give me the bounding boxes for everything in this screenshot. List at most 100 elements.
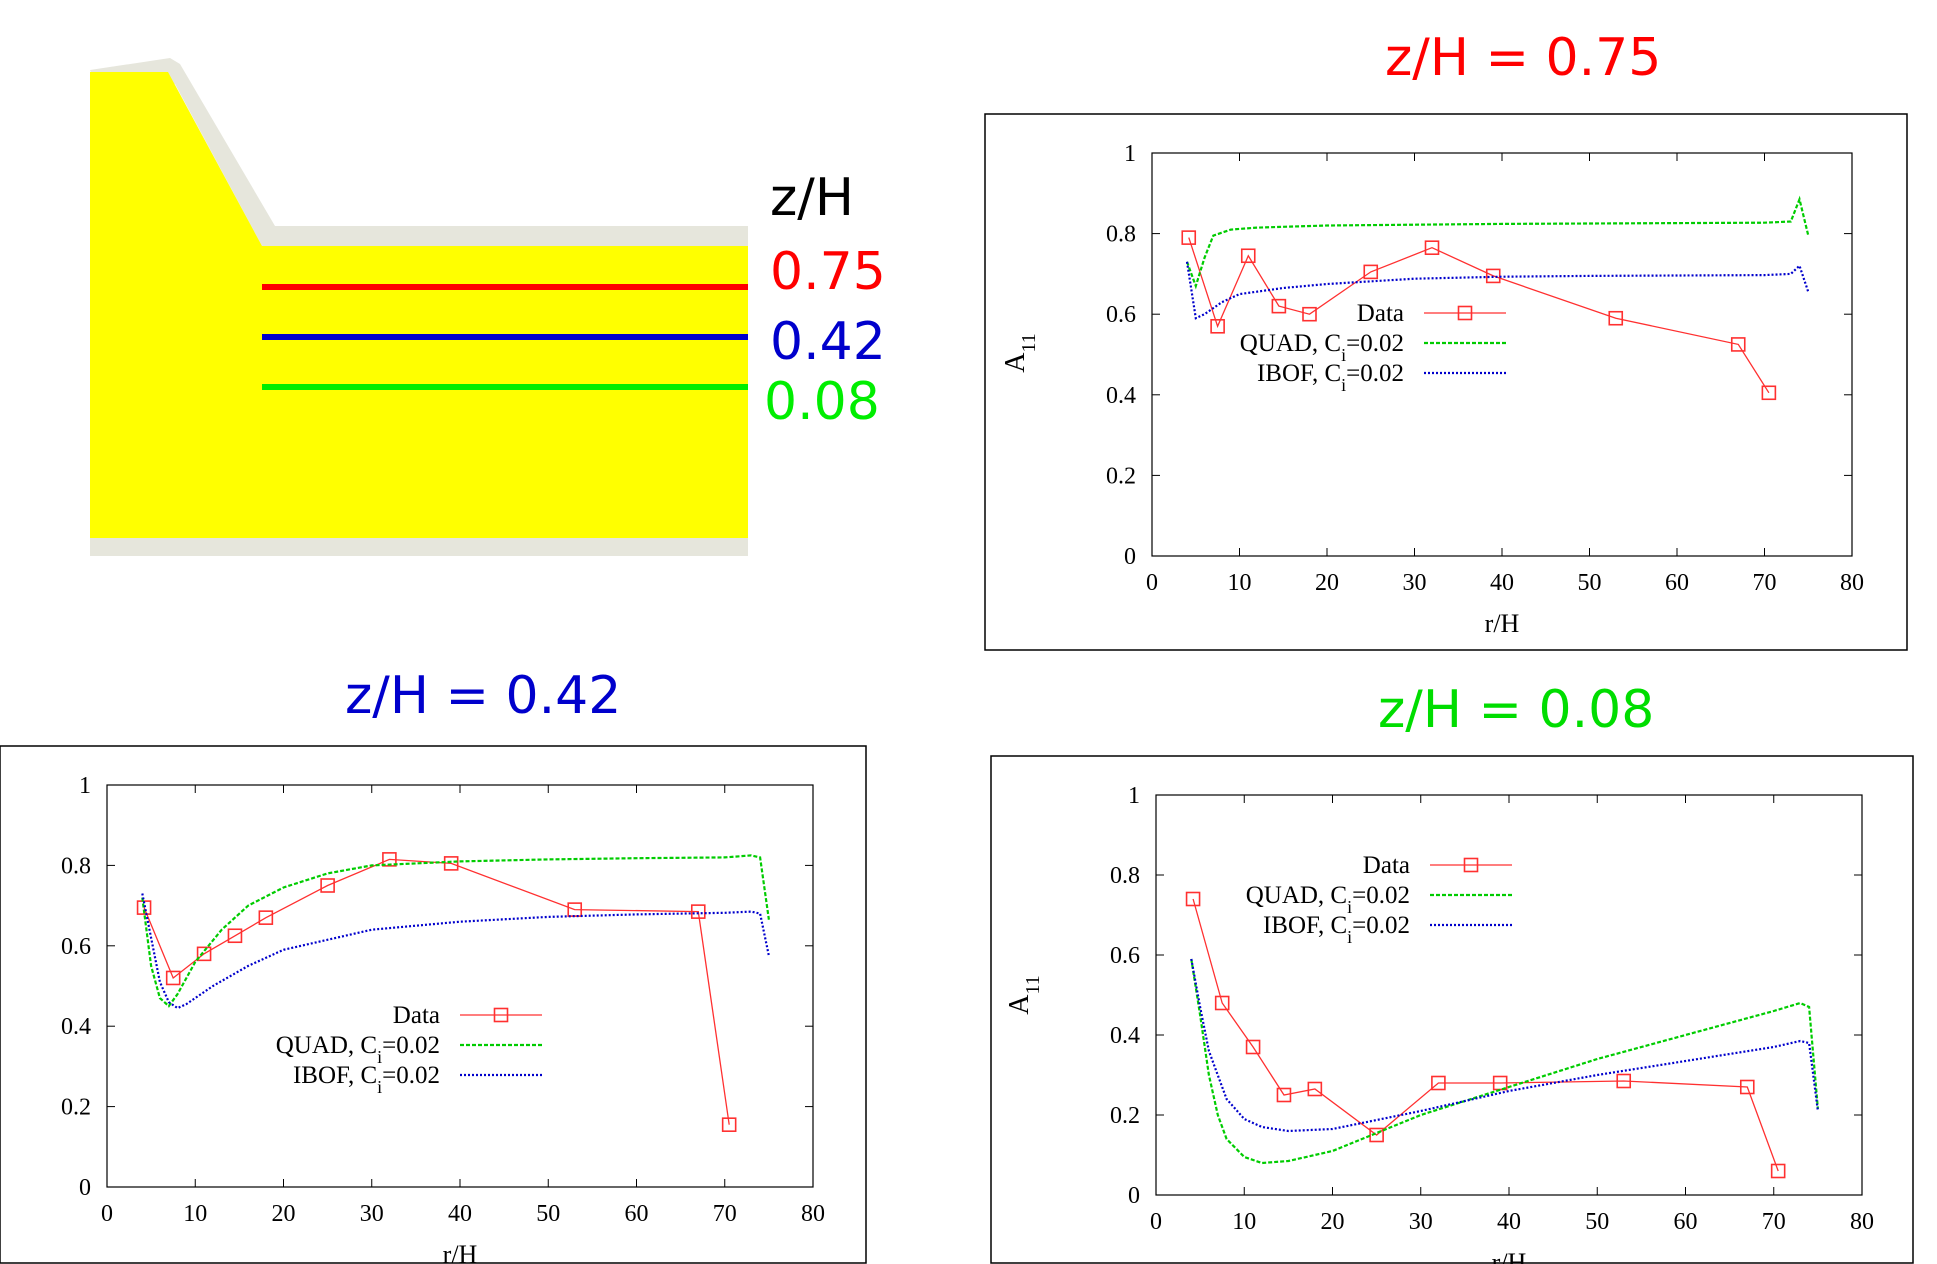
chart-frame (0, 745, 867, 1264)
y-tick-label: 0 (1128, 1183, 1140, 1209)
chart-z042: 0 10 20 30 40 50 60 70 80 0 0.2 0.4 0.6 0.8 1 r/H Data QU… (0, 745, 867, 1264)
series-line-0 (1188, 237, 1770, 394)
data-marker (1210, 318, 1225, 334)
legend-label: IBOF, Ci=0.02 (1257, 360, 1404, 395)
series-line-1 (1185, 195, 1810, 290)
y-tick-label: 0.8 (1110, 863, 1140, 889)
data-marker (1214, 995, 1230, 1011)
legend-marker (1463, 857, 1479, 873)
x-tick-label: 10 (183, 1201, 207, 1227)
legend-entry: IBOF, Ci=0.02 (1257, 360, 1506, 395)
schematic-geometry (90, 58, 748, 556)
legend-label: QUAD, Ci=0.02 (1246, 882, 1410, 917)
chart-title-042: z/H = 0.42 (345, 666, 622, 726)
schematic: z/H 0.75 0.42 0.08 (0, 0, 900, 580)
legend-label: Data (1357, 300, 1404, 327)
level-label-075: 0.75 (770, 242, 886, 302)
y-tick-label: 0 (79, 1175, 91, 1201)
plot-area (1155, 794, 1863, 1196)
data-marker (1240, 248, 1256, 264)
x-tick-label: 30 (1403, 570, 1427, 596)
x-tick-label: 0 (101, 1201, 113, 1227)
legend-label: Data (1363, 852, 1410, 879)
schematic-wall (90, 58, 748, 246)
y-tick-label: 0.6 (1106, 302, 1136, 328)
data-marker (1424, 240, 1440, 256)
legend-entry: Data (1357, 300, 1506, 327)
y-tick-label: 1 (1124, 141, 1136, 167)
data-marker (1302, 306, 1317, 322)
data-marker (382, 852, 397, 867)
x-tick-label: 70 (1762, 1209, 1786, 1235)
x-tick-label: 60 (625, 1201, 649, 1227)
series-line-0 (1192, 898, 1779, 1172)
schematic-bottom-wall (90, 538, 748, 556)
chart-z008: 0 10 20 30 40 50 60 70 80 0 0.2 0.4 0.6 0.8 1 r/H A11 Dat… (990, 755, 1914, 1264)
legend-label: QUAD, Ci=0.02 (1240, 330, 1404, 365)
x-tick-label: 80 (1840, 570, 1864, 596)
series-line-0 (143, 858, 730, 1125)
x-tick-label: 0 (1150, 1209, 1162, 1235)
y-axis-label: A11 (1000, 333, 1040, 373)
x-axis-label: r/H (443, 1240, 478, 1264)
y-tick-label: 0 (1124, 544, 1136, 570)
y-tick-label: 1 (79, 773, 91, 799)
data-marker (721, 1117, 737, 1132)
chart-frame (984, 113, 1908, 651)
y-tick-label: 0.4 (61, 1014, 91, 1040)
data-marker (1307, 1081, 1323, 1097)
data-marker (196, 946, 212, 962)
legend-entry: IBOF, Ci=0.02 (1263, 912, 1512, 947)
data-marker (227, 928, 243, 944)
series-line-2 (1185, 261, 1810, 320)
y-tick-label: 0.8 (61, 853, 91, 879)
x-tick-label: 80 (1850, 1209, 1874, 1235)
x-tick-label: 20 (272, 1201, 296, 1227)
legend-entry: Data (1363, 852, 1512, 879)
data-marker (1730, 337, 1746, 352)
x-tick-label: 50 (1578, 570, 1602, 596)
x-tick-label: 40 (448, 1201, 472, 1227)
x-tick-label: 20 (1321, 1209, 1345, 1235)
x-tick-label: 30 (360, 1201, 384, 1227)
legend-entry: QUAD, Ci=0.02 (1246, 882, 1512, 917)
legend-entry: QUAD, Ci=0.02 (1240, 330, 1506, 365)
x-axis-label: r/H (1492, 1248, 1527, 1264)
data-marker (1363, 264, 1379, 280)
data-marker (690, 904, 706, 919)
data-marker (1616, 1073, 1632, 1089)
chart-frame (990, 755, 1914, 1264)
x-tick-label: 70 (1753, 570, 1777, 596)
y-tick-label: 0.2 (1106, 463, 1136, 489)
data-marker (1492, 1075, 1508, 1091)
y-tick-label: 0.2 (61, 1095, 91, 1121)
legend-label: IBOF, Ci=0.02 (1263, 912, 1410, 947)
schematic-fill (90, 72, 748, 538)
legend-label: IBOF, Ci=0.02 (293, 1062, 440, 1097)
data-marker (1271, 298, 1287, 314)
data-marker (1276, 1087, 1292, 1103)
y-tick-label: 0.2 (1110, 1103, 1140, 1129)
legend-label: Data (393, 1002, 440, 1029)
x-tick-label: 50 (536, 1201, 560, 1227)
data-marker (1770, 1163, 1786, 1179)
y-tick-label: 0.6 (1110, 943, 1140, 969)
series-line-2 (141, 893, 770, 1010)
level-label-008: 0.08 (764, 372, 880, 432)
legend-label: QUAD, Ci=0.02 (276, 1032, 440, 1067)
data-marker (1431, 1075, 1446, 1091)
legend-entry: IBOF, Ci=0.02 (293, 1062, 542, 1097)
data-marker (1739, 1079, 1755, 1095)
data-marker (1369, 1127, 1384, 1143)
chart-z075: 0 10 20 30 40 50 60 70 80 0 0.2 0.4 0.6 0.8 1 r/H A11 Dat… (984, 113, 1908, 651)
data-marker (1761, 385, 1777, 401)
x-tick-label: 50 (1585, 1209, 1609, 1235)
data-marker (320, 878, 335, 893)
x-tick-label: 40 (1497, 1209, 1521, 1235)
data-marker (136, 900, 152, 915)
chart-title-075: z/H = 0.75 (1385, 28, 1662, 88)
y-tick-label: 0.6 (61, 934, 91, 960)
y-tick-label: 0.4 (1110, 1023, 1140, 1049)
data-marker (1608, 310, 1624, 326)
y-tick-label: 1 (1128, 783, 1140, 809)
